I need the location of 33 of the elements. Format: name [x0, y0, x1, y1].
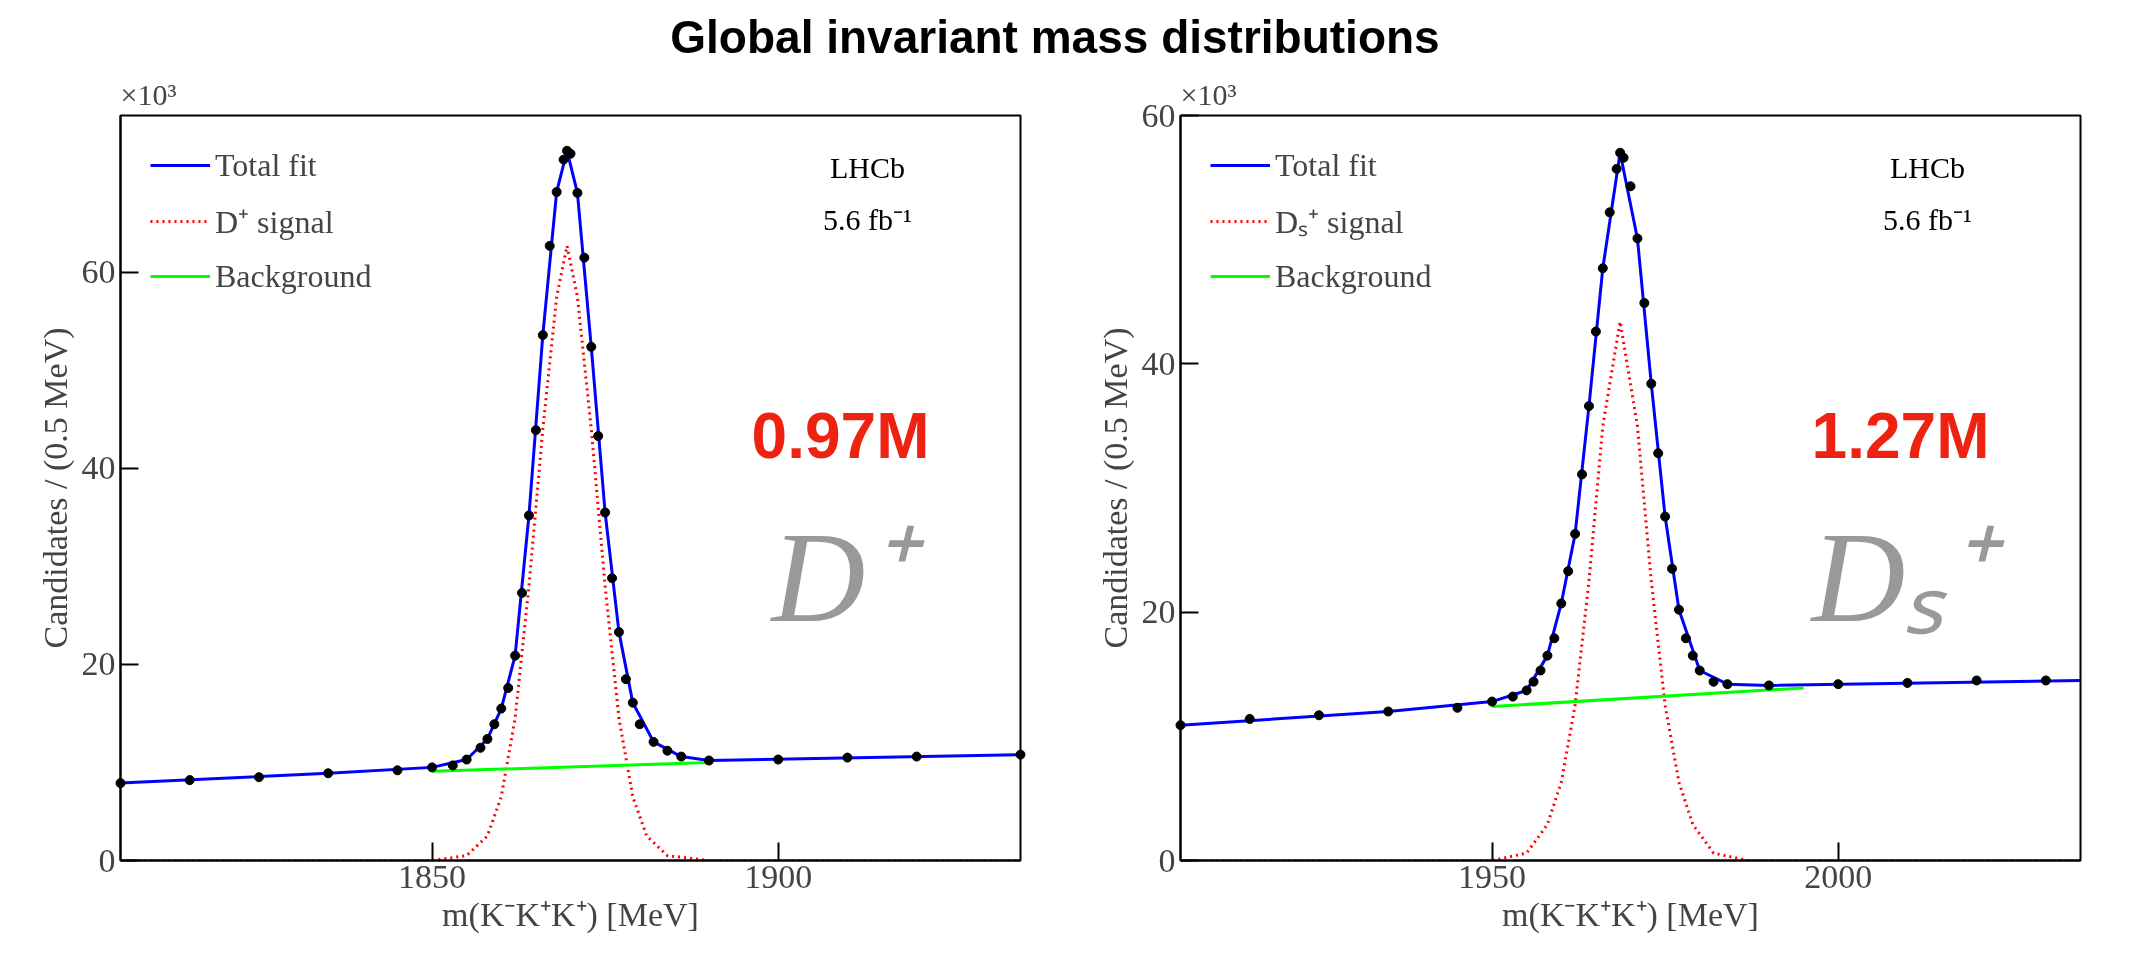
- y-tick-label: 40: [81, 449, 116, 487]
- legend-label: Total fit: [1275, 145, 1377, 185]
- x-axis-title: m(K⁻K⁺K⁺) [MeV]: [442, 895, 699, 934]
- y-tick-label: 40: [1141, 344, 1176, 382]
- y-axis-title: Candidates / (0.5 MeV): [36, 327, 75, 649]
- y-tick-label: 60: [1141, 96, 1176, 134]
- x-tick-label: 2000: [1804, 857, 1873, 895]
- text: ×10³: [120, 77, 177, 111]
- x-tick-label: 1850: [398, 857, 467, 895]
- y-axis-title: Candidates / (0.5 MeV): [1096, 327, 1135, 649]
- annotation: 1.27M: [1811, 399, 1990, 472]
- annotation: 0.97M: [751, 399, 930, 472]
- y-tick-label: 60: [81, 253, 116, 291]
- y-tick-label: 20: [81, 645, 116, 683]
- x-axis-title: m(K⁻K⁺K⁺) [MeV]: [1502, 895, 1759, 934]
- annotation: Dₛ⁺: [1809, 505, 2006, 650]
- legend-label: Background: [215, 256, 372, 296]
- y-tick-label: 20: [1141, 593, 1176, 631]
- legend-label: Dₛ⁺ signal: [1275, 203, 1404, 242]
- y-tick-label: 0: [98, 841, 116, 879]
- chart-title: Global invariant mass distributions: [670, 10, 1440, 65]
- text: ×10³: [1180, 77, 1237, 111]
- x-tick-label: 1950: [1458, 857, 1527, 895]
- legend-label: Total fit: [215, 145, 317, 185]
- x-tick-label: 1900: [744, 857, 813, 895]
- annotation: LHCb: [830, 151, 905, 185]
- legend-label: Background: [1275, 256, 1432, 296]
- annotation: 5.6 fb⁻¹: [1883, 203, 1972, 237]
- annotation: 5.6 fb⁻¹: [823, 203, 912, 237]
- annotation: LHCb: [1890, 151, 1965, 185]
- y-tick-label: 0: [1158, 841, 1176, 879]
- annotation: D⁺: [769, 505, 926, 650]
- legend-label: D⁺ signal: [215, 203, 334, 242]
